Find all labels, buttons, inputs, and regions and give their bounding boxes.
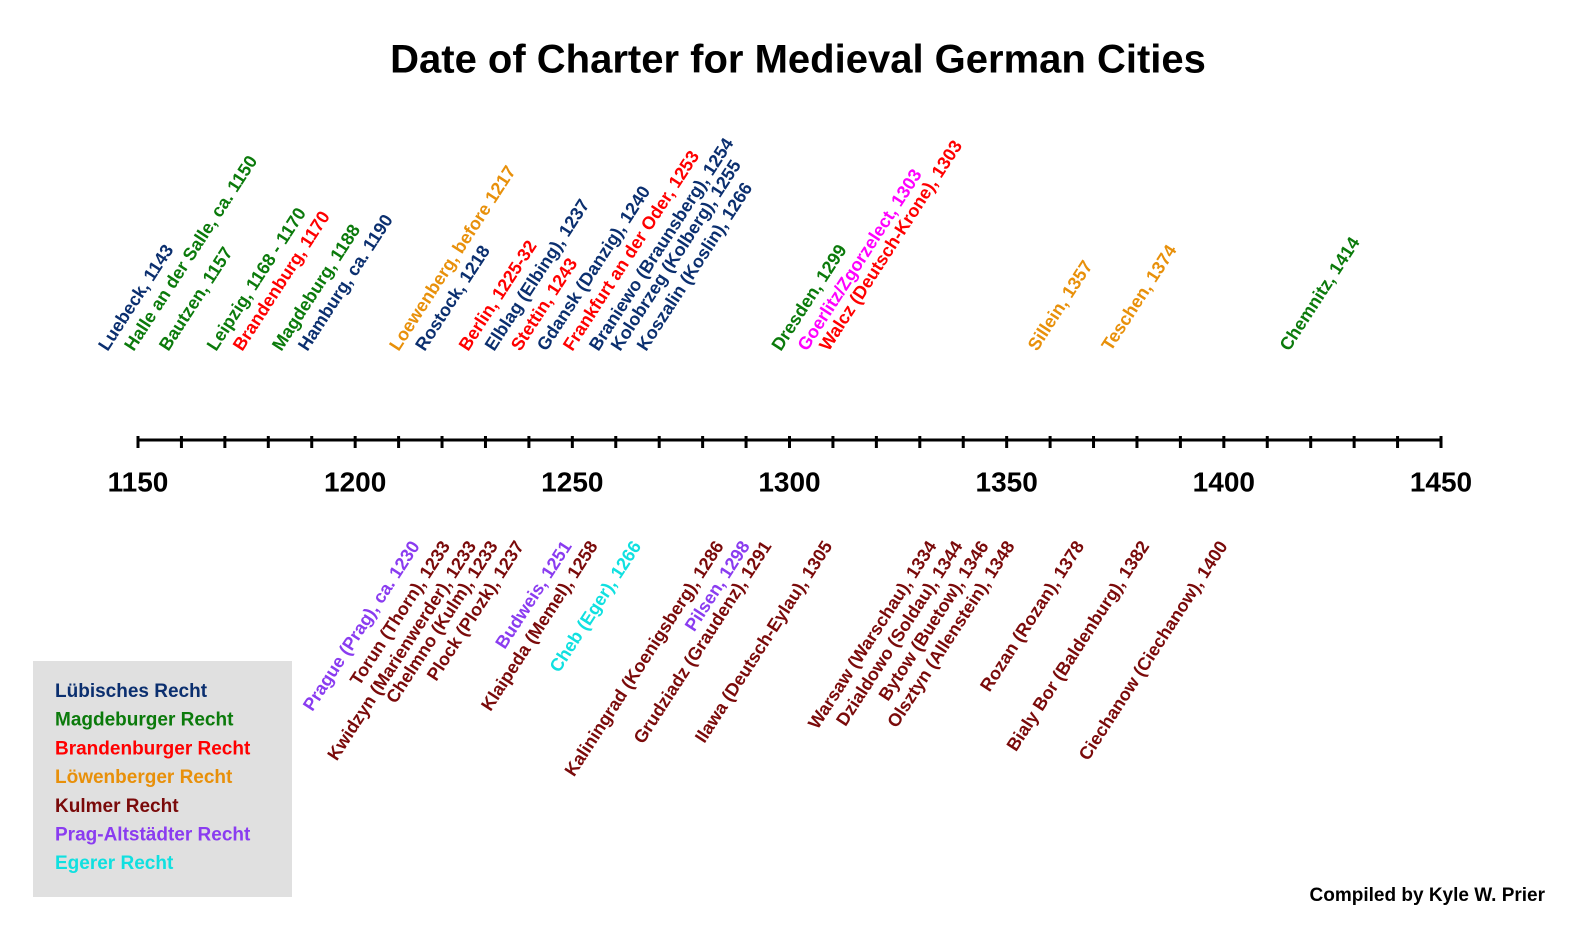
- footnote: Compiled by Kyle W. Prier: [1310, 885, 1546, 906]
- legend-entry: Lübisches Recht: [55, 681, 208, 702]
- x-tick-label: 1350: [976, 466, 1038, 497]
- event-label: Bialy Bor (Baldenburg), 1382: [1003, 537, 1154, 754]
- x-tick-label: 1450: [1410, 466, 1472, 497]
- legend-entry: Magdeburger Recht: [55, 710, 234, 731]
- event-label: Sillein, 1357: [1024, 257, 1097, 354]
- legend-entry: Kulmer Recht: [55, 796, 179, 817]
- x-tick-label: 1200: [324, 466, 386, 497]
- event-label: Teschen, 1374: [1097, 241, 1180, 354]
- x-tick-label: 1300: [758, 466, 820, 497]
- legend-entry: Löwenberger Recht: [55, 767, 233, 788]
- legend-entry: Prag-Altstädter Recht: [55, 825, 251, 846]
- event-label: Chemnitz, 1414: [1276, 233, 1364, 354]
- legend-box: [33, 661, 292, 897]
- x-tick-label: 1400: [1193, 466, 1255, 497]
- event-label: Ciechanow (Ciechanow), 1400: [1075, 537, 1232, 763]
- legend-entry: Egerer Recht: [55, 853, 174, 874]
- chart-title: Date of Charter for Medieval German Citi…: [390, 38, 1206, 82]
- x-tick-label: 1250: [541, 466, 603, 497]
- x-tick-label: 1150: [108, 466, 169, 497]
- legend-entry: Brandenburger Recht: [55, 738, 251, 759]
- event-label: Goerlitz/Zgorzelect, 1303: [793, 165, 925, 354]
